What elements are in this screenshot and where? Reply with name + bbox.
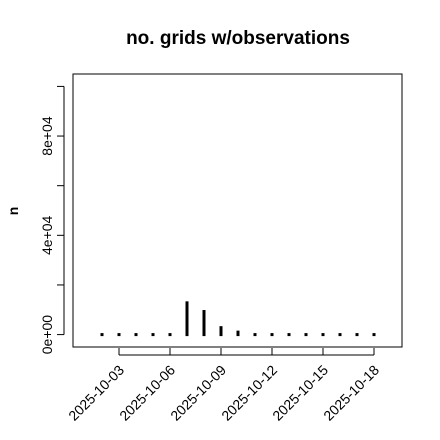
x-tick-label: 2025-10-18 xyxy=(320,362,382,424)
bar-series xyxy=(100,301,376,337)
x-axis: 2025-10-032025-10-062025-10-092025-10-12… xyxy=(65,348,382,424)
bar xyxy=(321,333,325,337)
bar xyxy=(338,333,342,337)
bar xyxy=(168,333,172,337)
bar xyxy=(117,333,121,337)
y-axis: 0e+00 4e+04 8e+04 xyxy=(39,85,65,355)
bar xyxy=(355,333,359,337)
bar xyxy=(253,333,257,337)
bar xyxy=(287,333,291,337)
bar xyxy=(270,333,274,337)
bar xyxy=(304,333,308,337)
plot-frame xyxy=(72,73,403,348)
y-axis-label: n xyxy=(5,207,21,216)
y-tick-label: 0e+00 xyxy=(39,315,55,355)
y-tick-label: 4e+04 xyxy=(39,215,55,255)
y-tick-label: 8e+04 xyxy=(39,116,55,156)
bar xyxy=(185,301,189,337)
bar xyxy=(134,333,138,337)
bar xyxy=(236,330,240,337)
bar xyxy=(202,310,206,337)
bar xyxy=(151,333,155,337)
bar xyxy=(100,333,104,337)
bar xyxy=(372,333,376,337)
bar xyxy=(219,326,223,337)
chart-title: no. grids w/observations xyxy=(126,28,350,49)
